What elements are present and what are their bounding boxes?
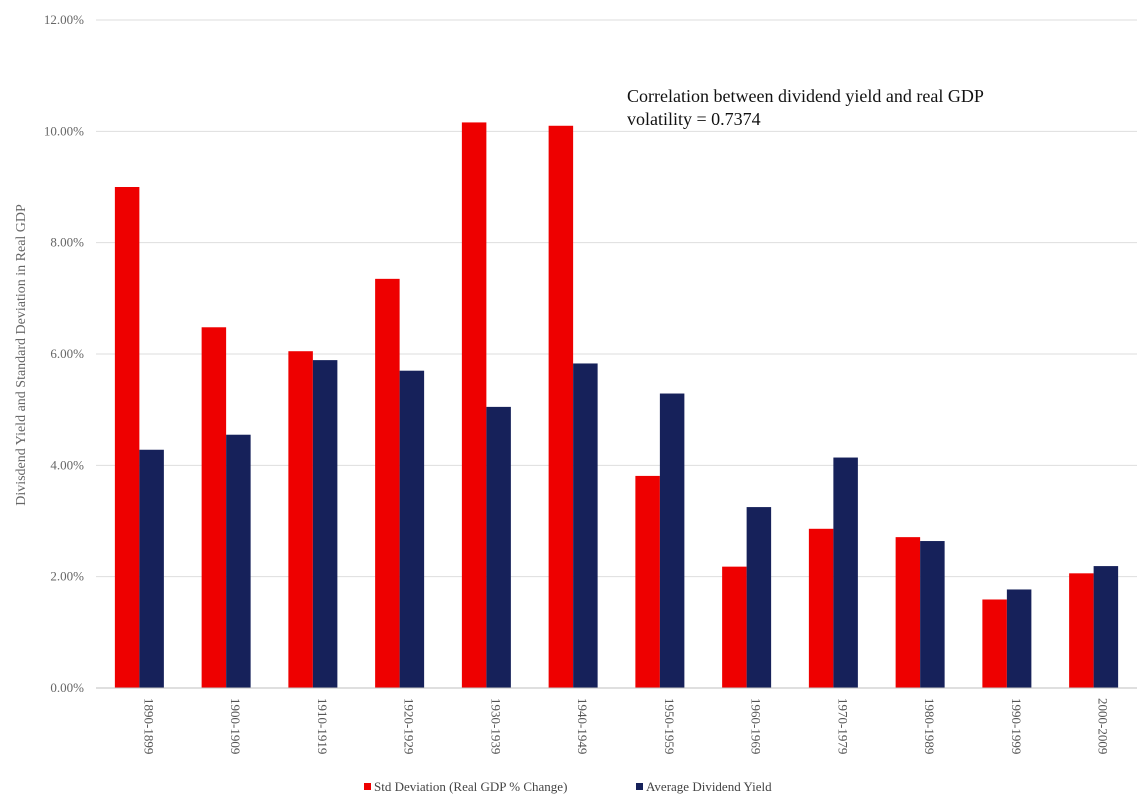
legend-label: Average Dividend Yield xyxy=(646,779,772,794)
x-tick-label: 1940-1949 xyxy=(575,698,590,754)
x-tick-label: 1900-1909 xyxy=(228,698,243,754)
bar-std-deviation xyxy=(201,327,227,688)
bar-dividend-yield xyxy=(1093,566,1119,688)
bar-std-deviation xyxy=(375,278,400,688)
bar-dividend-yield xyxy=(573,363,598,688)
y-tick-label: 0.00% xyxy=(50,680,84,695)
bar-dividend-yield xyxy=(659,393,685,688)
bar-dividend-yield xyxy=(486,406,511,688)
y-tick-label: 6.00% xyxy=(50,346,84,361)
bar-std-deviation xyxy=(114,187,140,688)
bar-std-deviation xyxy=(288,351,313,688)
gridlines xyxy=(96,19,1137,578)
x-tick-label: 1990-1999 xyxy=(1009,698,1024,754)
bar-std-deviation xyxy=(548,125,574,689)
bar-std-deviation xyxy=(722,566,747,688)
bar-std-deviation xyxy=(808,528,834,688)
legend: Std Deviation (Real GDP % Change) Average… xyxy=(364,779,772,794)
y-axis-label: Divisdend Yield and Standard Deviation i… xyxy=(14,204,29,506)
bar-std-deviation xyxy=(1069,573,1094,688)
bar-std-deviation xyxy=(635,475,660,688)
y-tick-label: 10.00% xyxy=(44,123,84,138)
bar-dividend-yield xyxy=(920,541,945,688)
legend-swatch xyxy=(364,783,371,790)
bar-dividend-yield xyxy=(312,360,338,688)
legend-swatch xyxy=(636,783,643,790)
bar-std-deviation xyxy=(895,537,921,688)
bar-dividend-yield xyxy=(139,449,164,688)
x-tick-label: 1910-1919 xyxy=(315,698,330,754)
y-tick-label: 8.00% xyxy=(50,235,84,250)
correlation-annotation-line-1: Correlation between dividend yield and r… xyxy=(627,86,984,106)
bar-dividend-yield xyxy=(226,434,251,688)
bar-std-deviation xyxy=(982,599,1007,688)
bar-dividend-yield xyxy=(1006,589,1032,688)
bar-dividend-yield xyxy=(746,507,772,688)
x-tick-label: 1960-1969 xyxy=(749,698,764,754)
bar-dividend-yield xyxy=(399,370,425,688)
y-tick-label: 12.00% xyxy=(44,12,84,27)
correlation-annotation-line-2: volatility = 0.7374 xyxy=(627,109,761,129)
x-tick-label: 1930-1939 xyxy=(488,698,503,754)
x-tick-label: 1920-1929 xyxy=(402,698,417,754)
legend-label: Std Deviation (Real GDP % Change) xyxy=(374,779,567,794)
bar-std-deviation xyxy=(461,122,487,689)
bar-dividend-yield xyxy=(833,457,858,688)
y-axis-ticks: 0.00% 2.00% 4.00% 6.00% 8.00% 10.00% 12.00% xyxy=(44,12,84,695)
y-tick-label: 2.00% xyxy=(50,569,84,584)
y-tick-label: 4.00% xyxy=(50,457,84,472)
x-tick-label: 2000-2009 xyxy=(1096,698,1111,754)
x-tick-label: 1890-1899 xyxy=(141,698,156,754)
x-tick-label: 1950-1959 xyxy=(662,698,677,754)
bars xyxy=(114,122,1119,689)
x-axis-ticks: 1890-1899 1900-1909 1910-1919 1920-1929 1930… xyxy=(141,698,1110,754)
x-tick-label: 1980-1989 xyxy=(922,698,937,754)
x-tick-label: 1970-1979 xyxy=(835,698,850,754)
